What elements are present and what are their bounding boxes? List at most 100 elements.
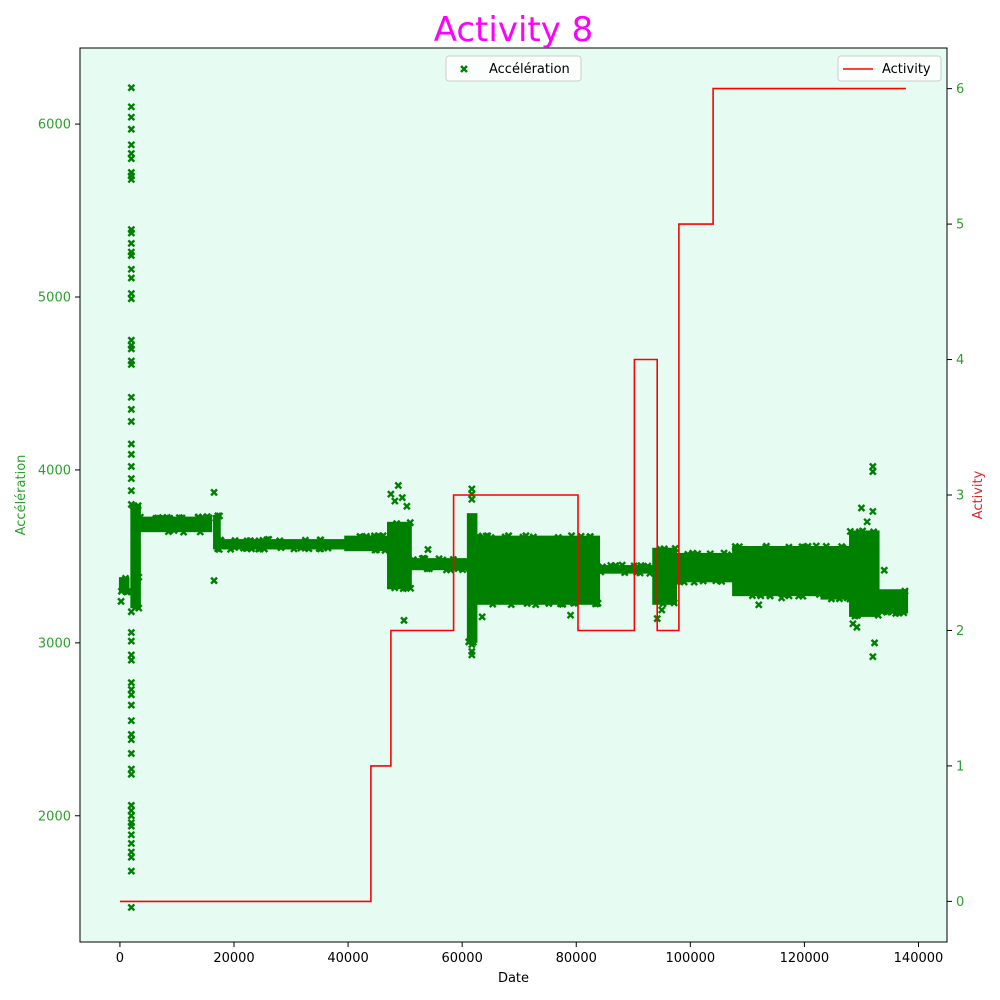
acceleration-point [127, 140, 136, 149]
acceleration-band [732, 546, 823, 597]
acceleration-point [121, 574, 130, 583]
acceleration-point [846, 527, 855, 536]
acceleration-point [435, 554, 443, 563]
acceleration-point [869, 507, 877, 516]
acceleration-point [777, 594, 786, 602]
activity-step-series [119, 87, 906, 903]
acceleration-point [558, 600, 567, 608]
acceleration-point [127, 903, 136, 912]
acceleration-point [297, 544, 305, 552]
acceleration-point [585, 533, 594, 541]
acceleration-point [154, 514, 162, 522]
acceleration-band [218, 539, 347, 550]
left-y-tick-label: 5000 [38, 291, 71, 306]
acceleration-point [316, 536, 324, 544]
acceleration-point [754, 600, 763, 609]
acceleration-band [475, 535, 601, 605]
acceleration-point [660, 545, 669, 554]
acceleration-point [127, 265, 136, 274]
chart-title: Activity 8 [434, 10, 594, 50]
legend-activity-label: Activity [882, 62, 931, 77]
acceleration-point [290, 545, 298, 553]
acceleration-point [398, 493, 407, 502]
acceleration-point [671, 544, 680, 553]
acceleration-point [766, 591, 774, 599]
acceleration-point [127, 656, 136, 664]
acceleration-point [519, 533, 527, 541]
acceleration-point [468, 651, 476, 659]
acceleration-point [837, 542, 846, 551]
acceleration-point [670, 599, 679, 607]
acceleration-point [659, 599, 667, 608]
acceleration-point [134, 573, 143, 581]
legend-acceleration-frame [445, 55, 582, 82]
acceleration-point [507, 600, 516, 609]
acceleration-point [699, 577, 708, 585]
acceleration-point [596, 568, 605, 576]
acceleration-point [851, 612, 859, 620]
acceleration-point [799, 543, 807, 551]
acceleration-point [216, 536, 225, 545]
x-tick-label: 80000 [556, 951, 597, 966]
acceleration-point [657, 606, 666, 614]
acceleration-point [275, 537, 284, 545]
acceleration-band [598, 565, 655, 574]
acceleration-point [127, 251, 136, 260]
acceleration-band [130, 504, 141, 609]
acceleration-point [127, 678, 136, 687]
left-y-tick-label: 2000 [38, 809, 71, 824]
acceleration-point [164, 527, 173, 536]
acceleration-point [598, 563, 607, 571]
legend-activity: Activity [837, 55, 942, 82]
acceleration-point [423, 564, 432, 573]
acceleration-band [387, 521, 412, 590]
acceleration-point [230, 543, 239, 552]
right-y-tick-label: 1 [956, 759, 964, 774]
acceleration-point [611, 561, 620, 570]
acceleration-point [442, 565, 451, 574]
right-y-tick-label: 6 [956, 82, 964, 97]
x-tick-label: 140000 [894, 951, 944, 966]
acceleration-point [643, 562, 652, 570]
right-y-tick-label: 2 [956, 624, 964, 639]
acceleration-point [478, 613, 486, 621]
left-y-axis-title: Accélération [14, 455, 29, 536]
acceleration-point [870, 638, 879, 647]
left-y-tick-label: 4000 [38, 463, 71, 478]
acceleration-point [127, 154, 136, 163]
acceleration-point [554, 533, 563, 542]
acceleration-point [693, 549, 702, 558]
acceleration-point [127, 125, 136, 134]
acceleration-point [127, 867, 136, 875]
acceleration-point [409, 555, 418, 564]
legend-activity-frame [837, 55, 942, 82]
acceleration-point [812, 542, 821, 550]
acceleration-point [170, 526, 178, 535]
acceleration-point [420, 555, 429, 563]
acceleration-point [785, 592, 793, 600]
acceleration-point [210, 576, 218, 585]
acceleration-point [127, 239, 136, 248]
right-y-tick-label: 0 [956, 895, 964, 910]
acceleration-point [358, 533, 367, 542]
acceleration-point [387, 490, 395, 498]
acceleration-point [523, 599, 532, 608]
acceleration-point [483, 531, 492, 540]
acceleration-point [504, 531, 513, 540]
acceleration-point [863, 517, 871, 526]
acceleration-point [592, 599, 601, 608]
acceleration-point [756, 591, 765, 600]
legend-acceleration-marker [460, 65, 468, 73]
acceleration-point [394, 481, 403, 490]
acceleration-point [127, 405, 136, 414]
acceleration-point [127, 175, 136, 184]
acceleration-point [127, 770, 136, 779]
acceleration-point [127, 811, 136, 820]
acceleration-point [301, 536, 310, 545]
x-tick-label: 120000 [780, 951, 830, 966]
acceleration-band [652, 547, 678, 605]
acceleration-point [203, 512, 212, 521]
acceleration-point [260, 545, 269, 553]
acceleration-point [690, 578, 699, 586]
